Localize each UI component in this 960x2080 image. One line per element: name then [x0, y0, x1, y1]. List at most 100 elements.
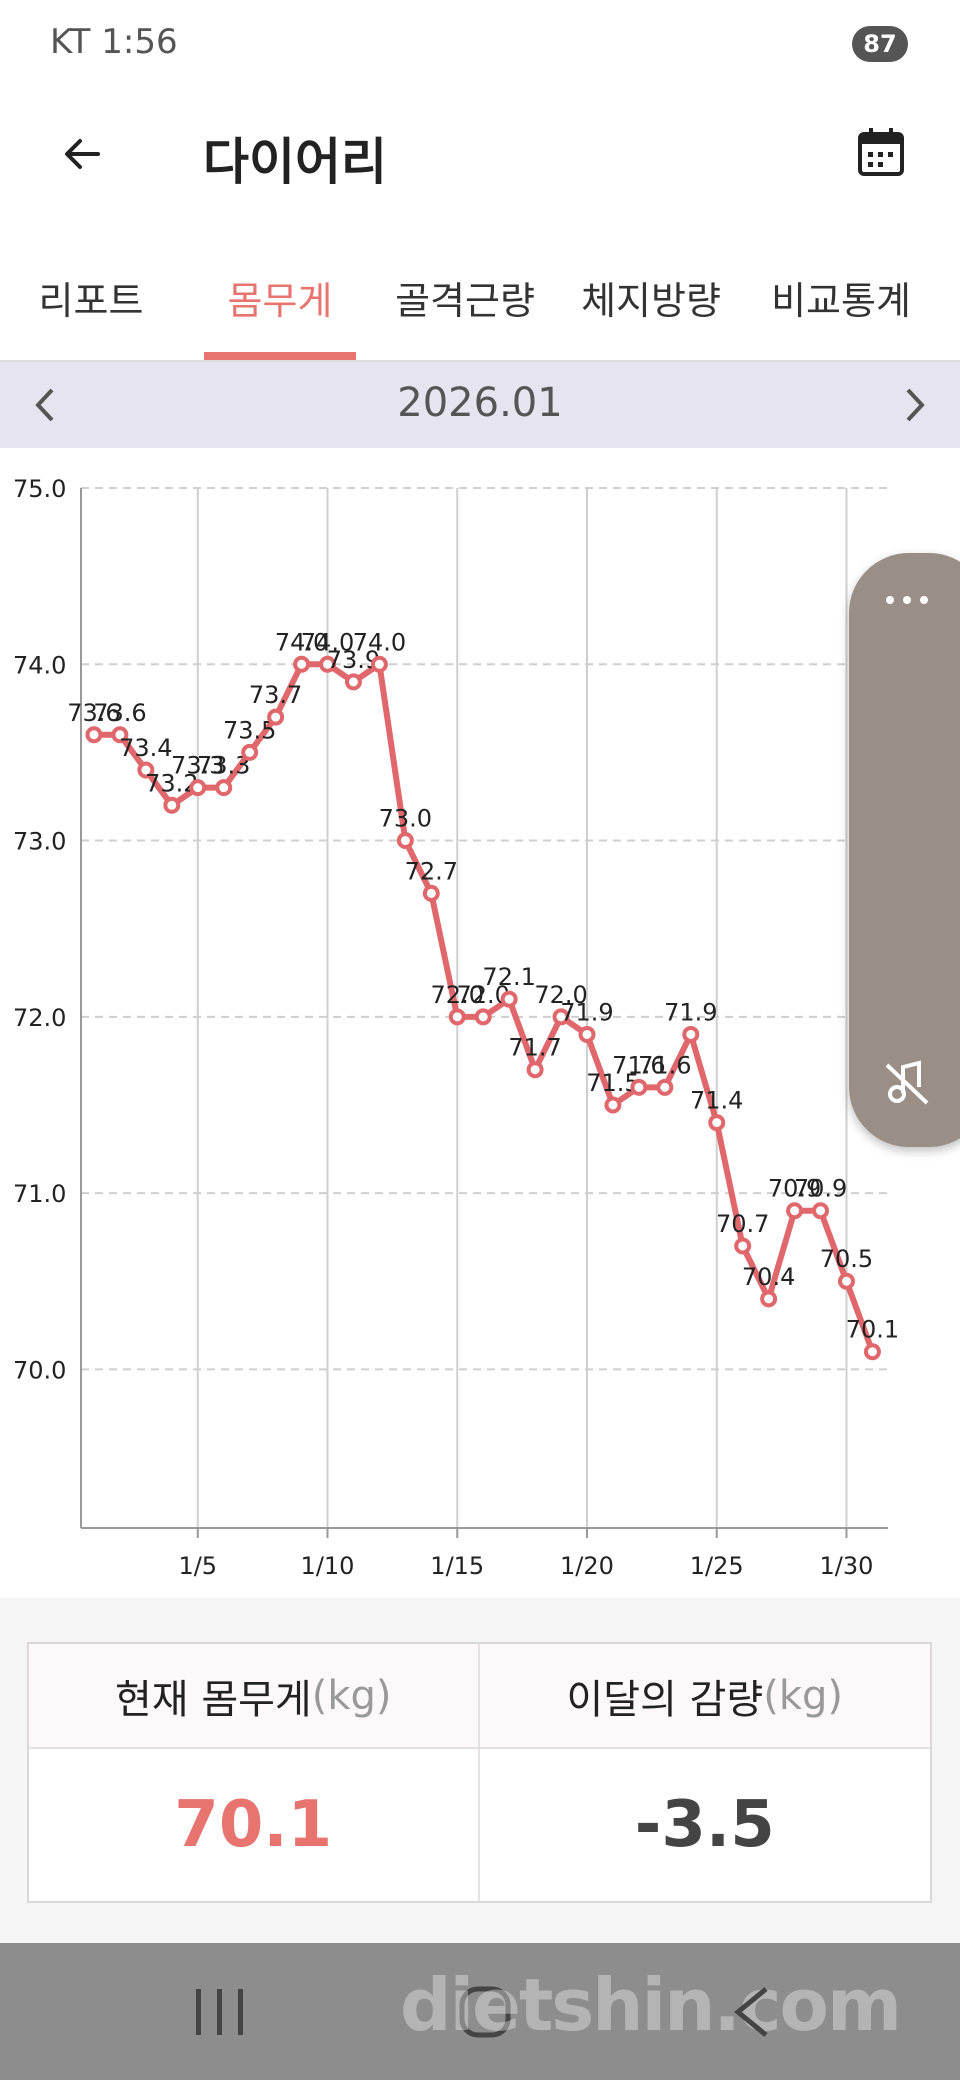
summary-header: 이달의 감량 (kg): [479, 1644, 930, 1749]
data-label: 70.5: [820, 1245, 873, 1273]
tab-underline: [204, 352, 356, 360]
floating-panel: [849, 553, 960, 1147]
app-header: 다이어리: [0, 90, 960, 232]
data-label: 71.5: [586, 1069, 639, 1097]
tab[interactable]: 비교통계: [771, 279, 911, 323]
y-tick-label: 70.0: [13, 1356, 66, 1384]
next-month[interactable]: [900, 384, 930, 426]
data-label: 73.4: [119, 734, 172, 762]
y-tick-label: 72.0: [13, 1004, 66, 1032]
data-point: [422, 884, 440, 902]
data-label: 74.0: [353, 628, 406, 656]
system-nav-bar: dietshin.com: [0, 1943, 960, 2080]
data-label: 73.0: [379, 805, 432, 833]
data-point: [215, 779, 233, 797]
status-time: KT 1:56: [50, 22, 178, 62]
data-point: [267, 708, 285, 726]
x-tick-label: 1/5: [178, 1552, 217, 1580]
data-label: 72.0: [456, 981, 509, 1009]
recent-apps[interactable]: [190, 1985, 250, 2039]
tab[interactable]: 골격근량: [395, 279, 535, 323]
header-label: 현재 몸무게: [115, 1676, 312, 1723]
data-label: 71.7: [508, 1034, 561, 1062]
data-point: [760, 1290, 778, 1308]
data-point: [111, 726, 129, 744]
data-label: 73.7: [249, 681, 302, 709]
data-label: 73.3: [171, 752, 224, 780]
x-tick-label: 1/30: [820, 1552, 874, 1580]
x-tick-label: 1/20: [560, 1552, 614, 1580]
data-point: [656, 1078, 674, 1096]
data-label: 73.6: [67, 699, 120, 727]
data-point: [837, 1272, 855, 1290]
data-point: [241, 743, 259, 761]
month-nav: 2026.01: [0, 362, 960, 448]
data-point: [163, 796, 181, 814]
data-label: 73.3: [197, 752, 250, 780]
y-tick-label: 71.0: [13, 1180, 66, 1208]
monthly-loss: -3.5: [634, 1788, 775, 1862]
header-label: 이달의 감량: [566, 1676, 764, 1723]
data-point: [578, 1025, 596, 1043]
data-point: [863, 1343, 881, 1361]
data-label: 70.9: [794, 1175, 847, 1203]
header-unit: (kg): [311, 1672, 392, 1719]
page-title: 다이어리: [203, 133, 387, 191]
prev-month[interactable]: [30, 384, 60, 426]
data-label: 71.9: [560, 998, 613, 1026]
data-label: 70.1: [846, 1316, 899, 1344]
summary-header: 현재 몸무게 (kg): [29, 1644, 480, 1749]
month-label: 2026.01: [397, 380, 563, 426]
data-label: 70.7: [716, 1210, 769, 1238]
x-tick-label: 1/10: [301, 1552, 355, 1580]
weight-chart: 70.0 71.0 72.0 73.0 74.0 75.0 1/5 1/10 1/15 1/20 1…: [13, 475, 899, 1580]
data-point: [604, 1096, 622, 1114]
data-point: [448, 1008, 466, 1026]
tab[interactable]: 몸무게: [227, 279, 333, 323]
y-tick-label: 75.0: [13, 475, 66, 503]
tab-bar: 리포트 몸무게 골격근량 체지방량 비교통계: [0, 240, 960, 362]
y-tick-label: 73.0: [13, 828, 66, 856]
data-label: 74.0: [301, 628, 354, 656]
data-point: [682, 1025, 700, 1043]
x-tick-label: 1/15: [430, 1552, 484, 1580]
data-point: [344, 673, 362, 691]
data-label: 71.6: [612, 1051, 665, 1079]
data-label: 72.7: [405, 857, 458, 885]
data-label: 70.9: [768, 1175, 821, 1203]
tab[interactable]: 체지방량: [581, 279, 721, 323]
data-label: 72.0: [431, 981, 484, 1009]
data-point: [474, 1008, 492, 1026]
data-label: 72.1: [482, 963, 535, 991]
data-label: 72.0: [534, 981, 587, 1009]
data-label: 70.4: [742, 1263, 795, 1291]
data-point: [708, 1114, 726, 1132]
back-button[interactable]: [58, 130, 106, 178]
data-label: 71.6: [638, 1051, 691, 1079]
data-label: 71.9: [664, 998, 717, 1026]
data-point: [137, 761, 155, 779]
data-label: 71.4: [690, 1087, 743, 1115]
data-point: [734, 1237, 752, 1255]
data-point: [396, 832, 414, 850]
home-button[interactable]: [458, 1985, 512, 2039]
calendar-button[interactable]: [856, 126, 906, 178]
data-point: [786, 1202, 804, 1220]
current-weight: 70.1: [29, 1749, 480, 1901]
header-unit: (kg): [763, 1672, 843, 1719]
data-point: [370, 655, 388, 673]
data-label: 73.5: [223, 716, 276, 744]
data-point: [189, 779, 207, 797]
watermark: dietshin.com: [399, 1963, 902, 2047]
data-point: [630, 1078, 648, 1096]
status-bar: KT 1:56 87: [0, 0, 960, 90]
data-point: [552, 1008, 570, 1026]
more-button[interactable]: [883, 593, 933, 607]
mute-button[interactable]: [883, 1057, 933, 1107]
data-label: 74.0: [275, 628, 328, 656]
data-label: 73.6: [93, 699, 146, 727]
tab[interactable]: 리포트: [38, 279, 144, 323]
back-nav[interactable]: [730, 1985, 774, 2039]
data-label: 73.9: [327, 646, 380, 674]
